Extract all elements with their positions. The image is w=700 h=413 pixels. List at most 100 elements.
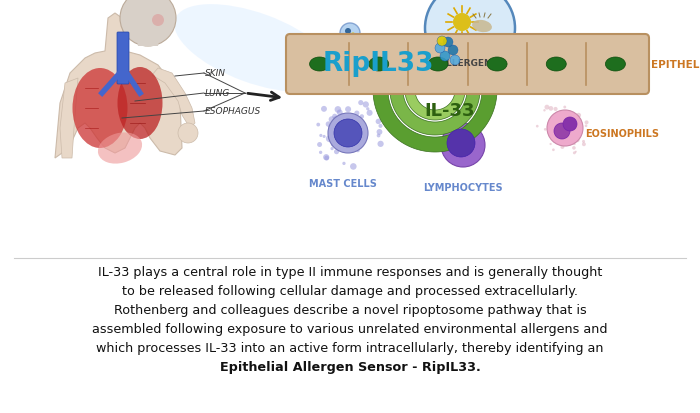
- Circle shape: [584, 125, 587, 128]
- Circle shape: [338, 44, 342, 48]
- Circle shape: [178, 124, 198, 144]
- Circle shape: [351, 33, 356, 38]
- Ellipse shape: [309, 58, 330, 72]
- Polygon shape: [152, 69, 195, 129]
- Text: ALLERGENS: ALLERGENS: [440, 59, 500, 68]
- Text: EPITHELIUM: EPITHELIUM: [651, 60, 700, 70]
- Circle shape: [536, 126, 538, 128]
- Circle shape: [577, 116, 580, 119]
- Circle shape: [547, 111, 583, 147]
- Text: RipIL33: RipIL33: [322, 51, 434, 77]
- Polygon shape: [373, 91, 497, 153]
- Circle shape: [331, 143, 335, 147]
- Circle shape: [564, 111, 568, 116]
- Circle shape: [447, 130, 475, 158]
- Circle shape: [358, 101, 363, 106]
- Circle shape: [578, 137, 581, 139]
- Circle shape: [379, 125, 382, 128]
- Text: which processes IL-33 into an active form intracellularly, thereby identifying a: which processes IL-33 into an active for…: [97, 341, 603, 354]
- Circle shape: [563, 118, 577, 132]
- Circle shape: [584, 121, 589, 125]
- Circle shape: [345, 29, 351, 35]
- Circle shape: [329, 117, 335, 123]
- Circle shape: [353, 47, 363, 57]
- Circle shape: [319, 151, 322, 154]
- Circle shape: [553, 140, 557, 144]
- Text: to be released following cellular damage and processed extracellularly.: to be released following cellular damage…: [122, 284, 578, 297]
- Circle shape: [552, 149, 555, 152]
- Text: IL-33 plays a central role in type II immune responses and is generally thought: IL-33 plays a central role in type II im…: [98, 266, 602, 278]
- Text: ESOPHAGUS: ESOPHAGUS: [205, 107, 261, 116]
- Circle shape: [337, 110, 343, 116]
- Circle shape: [330, 147, 334, 151]
- Text: LUNG: LUNG: [205, 89, 230, 98]
- Text: LYMPHOCYTES: LYMPHOCYTES: [424, 183, 503, 192]
- Circle shape: [340, 146, 347, 153]
- Circle shape: [553, 136, 555, 139]
- Circle shape: [366, 108, 370, 111]
- Circle shape: [441, 124, 485, 168]
- Circle shape: [550, 143, 552, 146]
- Circle shape: [348, 114, 352, 119]
- Circle shape: [377, 141, 384, 147]
- Circle shape: [339, 114, 345, 120]
- Circle shape: [363, 102, 369, 108]
- Circle shape: [328, 114, 368, 154]
- Circle shape: [354, 111, 359, 116]
- Ellipse shape: [428, 58, 448, 72]
- Ellipse shape: [369, 58, 389, 72]
- Text: assembled following exposure to various unrelated environmental allergens and: assembled following exposure to various …: [92, 322, 608, 335]
- Text: SKIN: SKIN: [205, 69, 226, 78]
- Circle shape: [572, 147, 575, 150]
- Circle shape: [544, 129, 547, 131]
- Circle shape: [317, 142, 322, 147]
- Circle shape: [367, 111, 372, 116]
- Text: MAST CELLS: MAST CELLS: [309, 178, 377, 189]
- Circle shape: [360, 115, 364, 119]
- FancyBboxPatch shape: [117, 33, 129, 85]
- Text: IL-33: IL-33: [425, 102, 475, 120]
- Circle shape: [326, 122, 331, 128]
- Polygon shape: [60, 79, 78, 159]
- Circle shape: [152, 15, 164, 27]
- Circle shape: [560, 113, 564, 116]
- Circle shape: [448, 46, 458, 56]
- Circle shape: [575, 139, 580, 143]
- Circle shape: [582, 140, 585, 144]
- Ellipse shape: [73, 69, 127, 149]
- Circle shape: [324, 156, 329, 161]
- Circle shape: [576, 114, 581, 118]
- Text: EOSINOPHILS: EOSINOPHILS: [585, 129, 659, 139]
- Ellipse shape: [98, 133, 142, 164]
- Circle shape: [335, 107, 341, 114]
- Circle shape: [556, 140, 559, 142]
- Circle shape: [440, 52, 450, 62]
- Circle shape: [319, 135, 323, 138]
- Circle shape: [358, 121, 364, 126]
- Circle shape: [350, 164, 356, 170]
- Circle shape: [561, 146, 564, 150]
- Circle shape: [377, 130, 382, 135]
- Circle shape: [435, 44, 445, 54]
- Text: Epithelial Allergen Sensor - RipIL33.: Epithelial Allergen Sensor - RipIL33.: [220, 360, 480, 373]
- Circle shape: [437, 37, 447, 47]
- Circle shape: [377, 134, 381, 138]
- Polygon shape: [405, 91, 465, 121]
- FancyBboxPatch shape: [286, 35, 649, 95]
- Circle shape: [334, 120, 362, 147]
- Circle shape: [376, 119, 381, 125]
- Ellipse shape: [606, 58, 625, 72]
- Circle shape: [326, 136, 332, 143]
- Circle shape: [543, 110, 546, 112]
- Circle shape: [554, 108, 558, 112]
- Polygon shape: [136, 34, 160, 47]
- Circle shape: [425, 0, 515, 74]
- Circle shape: [342, 162, 346, 166]
- Circle shape: [575, 151, 577, 153]
- Circle shape: [333, 116, 340, 123]
- Ellipse shape: [546, 58, 566, 72]
- Circle shape: [577, 118, 582, 123]
- Circle shape: [356, 149, 360, 153]
- Polygon shape: [390, 91, 480, 135]
- Circle shape: [323, 155, 329, 161]
